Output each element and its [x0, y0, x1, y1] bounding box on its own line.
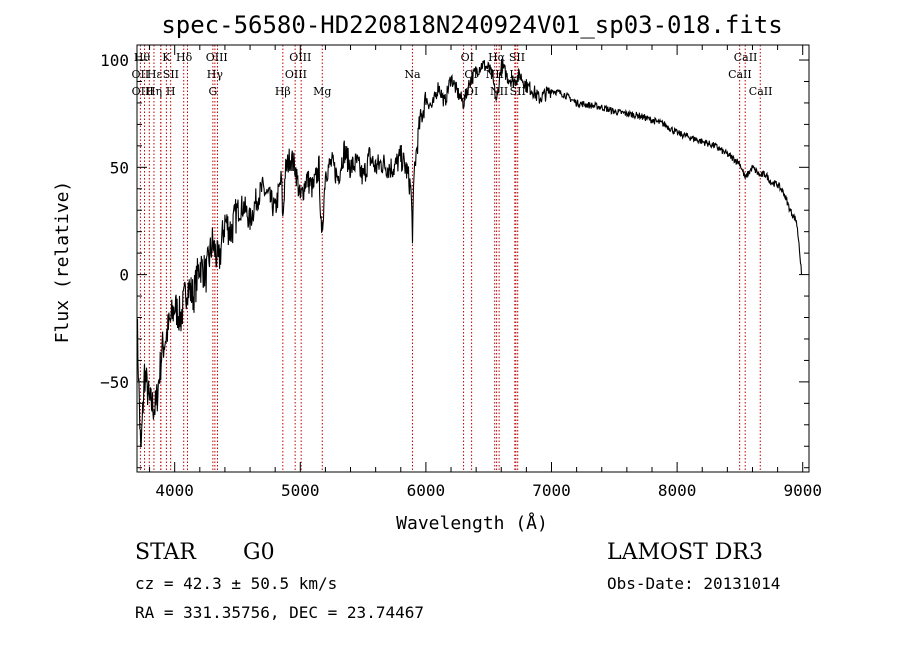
spectral-line-label: OIII: [285, 68, 307, 81]
spectral-line-label: Li: [509, 68, 520, 81]
x-axis-ticks: 4000 5000 6000 7000 8000 9000: [149, 45, 822, 500]
y-tick-label: 100: [100, 51, 129, 70]
spectral-line-label: SII: [510, 85, 526, 98]
y-tick-label: 0: [119, 266, 129, 285]
spectral-line-label: CaII: [728, 68, 752, 81]
spectral-line-label: CaII: [734, 51, 758, 64]
y-tick-label: −50: [100, 373, 129, 392]
survey-name: LAMOST DR3: [607, 540, 763, 565]
spectral-line-label: OII: [132, 68, 150, 81]
spectral-line-label: K: [162, 51, 171, 64]
spectral-line-label: CaII: [749, 85, 773, 98]
redshift-cz: cz = 42.3 ± 50.5 km/s: [135, 574, 338, 593]
spectral-line-label: SII: [163, 68, 179, 81]
spectral-line-label: Hε: [147, 68, 163, 81]
spectral-line-label: G: [208, 85, 217, 98]
y-tick-label: 50: [110, 158, 129, 177]
chart-title: spec-56580-HD220818N240924V01_sp03-018.f…: [161, 11, 782, 39]
spectral-line-label: Hη: [146, 85, 162, 98]
observation-date: Obs-Date: 20131014: [607, 574, 781, 593]
spectral-line-markers: [139, 45, 761, 472]
y-axis-label: Flux (relative): [52, 181, 73, 344]
x-tick-label: 9000: [783, 481, 822, 500]
spectral-line-label: OIII: [206, 51, 228, 64]
spectral-line-label: Na: [404, 68, 421, 81]
plot-frame: [136, 44, 810, 473]
flux-series-line: [136, 58, 803, 448]
coordinates: RA = 331.35756, DEC = 23.74467: [135, 603, 424, 622]
spectral-line-label: H: [166, 85, 176, 98]
object-class: STAR: [135, 540, 196, 565]
spectral-line-label: Mg: [313, 85, 331, 98]
x-tick-label: 7000: [532, 481, 571, 500]
y-axis-ticks: −50 0 50 100: [100, 51, 809, 469]
spectral-line-label: Hγ: [207, 68, 224, 81]
object-subclass: G0: [243, 540, 275, 565]
spectral-line-label: OI: [461, 51, 474, 64]
x-tick-label: 4000: [155, 481, 194, 500]
spectral-line-label: OIII: [289, 51, 311, 64]
spectral-line-label: SII: [509, 51, 525, 64]
spectral-line-label: Hδ: [176, 51, 193, 64]
x-tick-label: 6000: [407, 481, 446, 500]
info-panel: STAR G0 LAMOST DR3 cz = 42.3 ± 50.5 km/s…: [0, 540, 900, 649]
x-tick-label: 5000: [281, 481, 320, 500]
x-axis-label: Wavelength (Å): [396, 512, 548, 534]
spectrum-chart: spec-56580-HD220818N240924V01_sp03-018.f…: [52, 11, 822, 534]
spectral-line-label: Hβ: [275, 85, 291, 98]
x-tick-label: 8000: [658, 481, 697, 500]
spectral-line-label: Hθ: [134, 51, 151, 64]
